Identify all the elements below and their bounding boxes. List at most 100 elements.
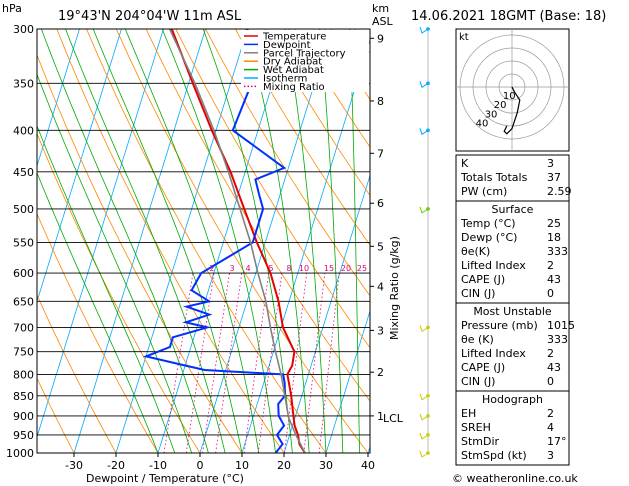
wind-barb — [419, 26, 429, 34]
dewpoint-line — [142, 29, 287, 453]
general-indices-label: PW (cm) — [461, 185, 507, 198]
dry-adiabat-line — [264, 29, 370, 197]
hodograph-indices-label: StmSpd (kt) — [461, 449, 527, 462]
plot-frame — [36, 28, 371, 454]
mixing-ratio-line — [215, 273, 243, 453]
unstable-indices-label: Pressure (mb) — [461, 319, 538, 332]
surface-indices-label: θe(K) — [461, 245, 490, 258]
mixing-ratio-label: 25 — [357, 264, 367, 273]
pressure-tick-label: 300 — [13, 23, 34, 36]
km-tick-label: 3 — [377, 324, 384, 337]
isotherm-line — [73, 29, 206, 453]
mixing-ratio-label: 8 — [286, 264, 291, 273]
isotherm-line — [37, 29, 122, 303]
hodograph-indices-value: 2 — [547, 407, 554, 420]
general-indices-label: K — [461, 157, 469, 170]
surface-indices-value: 0 — [547, 287, 554, 300]
dry-adiabat-line — [37, 377, 75, 453]
profile-series — [142, 29, 306, 453]
general-indices-label: Totals Totals — [460, 171, 528, 184]
wind-barb — [419, 450, 429, 458]
pressure-tick-label: 750 — [13, 346, 34, 359]
isotherm-line — [325, 309, 370, 453]
wet-adiabat-line — [161, 29, 276, 453]
wind-barb — [419, 206, 429, 214]
wind-barb — [419, 325, 429, 333]
surface-indices-value: 18 — [547, 231, 561, 244]
wet-adiabat-line — [37, 73, 192, 453]
x-tick-label: 40 — [361, 459, 375, 472]
general-indices-value: 37 — [547, 171, 561, 184]
mixing-ratio-label: 5 — [268, 264, 273, 273]
hodograph-indices-box — [455, 390, 570, 466]
hodograph-ring-label: 10 — [503, 91, 516, 102]
km-tick-label: 8 — [377, 95, 384, 108]
wind-barb — [419, 413, 429, 421]
unstable-indices-title: Most Unstable — [473, 305, 552, 318]
surface-indices-box — [455, 200, 570, 304]
pressure-tick-label: 700 — [13, 321, 34, 334]
hodograph-unit: kt — [459, 32, 469, 43]
wind-barb — [419, 128, 429, 136]
x-tick-label: 0 — [197, 459, 204, 472]
unstable-indices-label: Lifted Index — [461, 347, 526, 360]
pressure-tick-label: 500 — [13, 203, 34, 216]
x-tick-label: 20 — [277, 459, 291, 472]
legend-label: Mixing Ratio — [263, 82, 325, 93]
wind-barb — [419, 432, 429, 440]
copyright: © weatheronline.co.uk — [452, 472, 578, 485]
indices-table: K 3 Totals Totals 37 PW (cm) 2.59 SurfaceTemp … — [455, 154, 575, 466]
hodograph-ring-label: 20 — [494, 100, 507, 111]
dry-adiabat-line — [37, 53, 243, 453]
isotherm-line — [115, 29, 248, 453]
x-axis-label: Dewpoint / Temperature (°C) — [86, 472, 244, 485]
isotherm-line — [283, 174, 370, 453]
hodograph-indices-value: 4 — [547, 421, 554, 434]
legend-label: Isotherm — [263, 74, 307, 85]
isotherms — [37, 29, 370, 453]
asl-label: ASL — [372, 15, 394, 28]
general-indices-value: 3 — [547, 157, 554, 170]
hodograph-indices-title: Hodograph — [482, 393, 543, 406]
y2-axis-label: Mixing Ratio (g/kg) — [388, 236, 401, 340]
surface-indices-label: Lifted Index — [461, 259, 526, 272]
surface-indices-label: Dewp (°C) — [461, 231, 517, 244]
dry-adiabat-line — [294, 29, 370, 148]
km-label: km — [372, 2, 389, 15]
legend-label: Temperature — [262, 32, 326, 43]
unstable-indices-label: CAPE (J) — [461, 361, 505, 374]
isotherm-line — [37, 29, 80, 168]
unstable-indices-value: 333 — [547, 333, 568, 346]
pressure-tick-label: 350 — [13, 77, 34, 90]
x-tick-label: 30 — [319, 459, 333, 472]
location-title: 19°43'N 204°04'W 11m ASL — [58, 9, 242, 24]
hodograph-indices-value: 17° — [547, 435, 567, 448]
pressure-tick-label: 950 — [13, 429, 34, 442]
pressure-tick-label: 850 — [13, 390, 34, 403]
legend-bg — [241, 30, 369, 92]
general-indices-box — [455, 154, 570, 202]
legend-label: Dry Adiabat — [263, 57, 322, 68]
datetime-title: 14.06.2021 18GMT (Base: 18) — [411, 9, 606, 24]
wind-barb — [419, 393, 429, 401]
mixing-ratio-label: 20 — [341, 264, 351, 273]
pressure-tick-label: 550 — [13, 236, 34, 249]
isotherm-line — [241, 38, 370, 453]
mixing-ratio-lines — [163, 273, 340, 453]
x-tick-label: -30 — [65, 459, 83, 472]
wet-adiabat-line — [65, 29, 226, 453]
km-tick-label: 1 — [377, 410, 384, 423]
km-tick-label: 6 — [377, 197, 384, 210]
wet-adiabat-line — [41, 29, 209, 453]
pressure-tick-label: 1000 — [6, 447, 34, 460]
hodograph-indices-value: 3 — [547, 449, 554, 462]
surface-indices-label: Temp (°C) — [460, 217, 516, 230]
legend-label: Dewpoint — [263, 40, 311, 51]
hpa-label: hPa — [2, 2, 22, 15]
isotherm-line — [157, 29, 290, 453]
mixing-ratio-label: 2 — [209, 264, 214, 273]
surface-indices-value: 333 — [547, 245, 568, 258]
km-tick-label: 5 — [377, 240, 384, 253]
